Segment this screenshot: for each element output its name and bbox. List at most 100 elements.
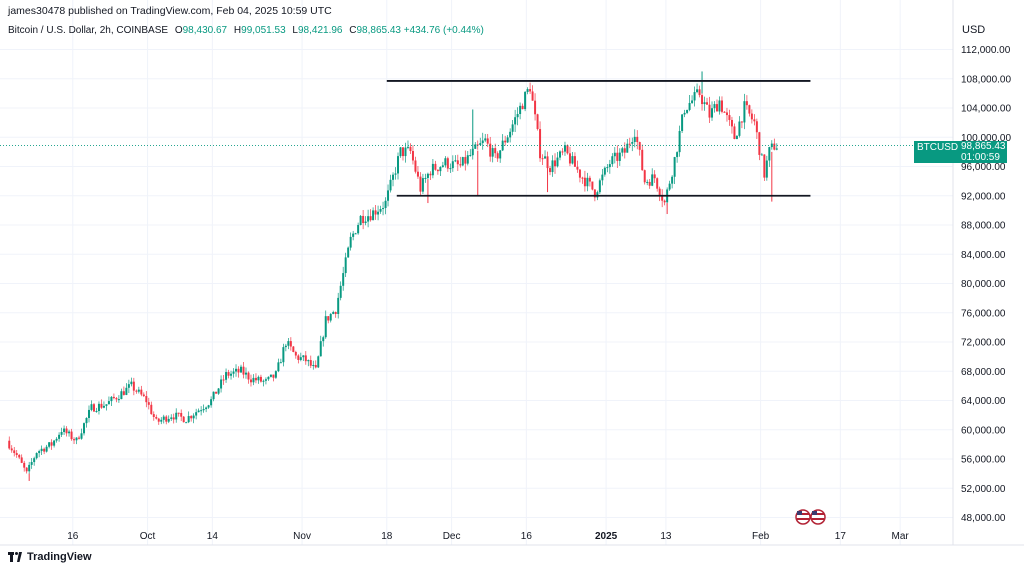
candle-body bbox=[210, 399, 213, 406]
candle-body bbox=[264, 379, 267, 381]
candle-body bbox=[50, 442, 53, 446]
candle-body bbox=[578, 169, 581, 178]
candle-body bbox=[33, 458, 36, 463]
candle-body bbox=[322, 337, 325, 342]
candle-body bbox=[60, 431, 63, 435]
candle-body bbox=[603, 167, 606, 175]
event-flags-icon[interactable] bbox=[795, 509, 826, 525]
x-tick-label: Feb bbox=[752, 531, 770, 542]
candle-body bbox=[626, 143, 629, 153]
candle-body bbox=[743, 101, 746, 123]
candle-body bbox=[566, 145, 569, 154]
candle-body bbox=[404, 147, 407, 157]
candle-body bbox=[342, 273, 345, 286]
candle-body bbox=[596, 192, 599, 198]
candle-body bbox=[406, 146, 409, 148]
price-axis[interactable]: 112,000.00 108,000.00 104,000.00 100,000.00… bbox=[952, 0, 1011, 545]
candle-body bbox=[190, 416, 193, 419]
candle-body bbox=[160, 419, 163, 422]
candle-body bbox=[332, 312, 335, 314]
candle-body bbox=[668, 183, 671, 190]
candle-body bbox=[237, 368, 240, 373]
candle-body bbox=[591, 181, 594, 190]
x-tick-label: Nov bbox=[293, 531, 311, 542]
candle-body bbox=[8, 440, 11, 449]
candle-body bbox=[768, 147, 771, 161]
close-key: C bbox=[349, 25, 357, 36]
candle-body bbox=[274, 371, 277, 378]
candle-body bbox=[110, 396, 113, 402]
range-lines bbox=[0, 80, 914, 197]
candle-body bbox=[304, 355, 307, 362]
candle-body bbox=[451, 161, 454, 169]
candle-body bbox=[568, 153, 571, 164]
time-axis[interactable]: 16 Oct 14 Nov 18 Dec 16 2025 13 Feb 17 Mar bbox=[0, 531, 1024, 546]
candle-body bbox=[703, 102, 706, 105]
candle-body bbox=[294, 352, 297, 356]
tradingview-footer[interactable]: TradingView bbox=[8, 551, 92, 563]
x-tick-label: 2025 bbox=[595, 531, 618, 542]
candle-body bbox=[691, 100, 694, 103]
candle-body bbox=[220, 379, 223, 389]
candle-body bbox=[748, 105, 751, 114]
candle-body bbox=[434, 163, 437, 170]
candle-body bbox=[302, 355, 305, 358]
candle-body bbox=[92, 404, 95, 412]
candle-body bbox=[459, 164, 462, 166]
candle-body bbox=[352, 233, 355, 237]
candle-body bbox=[170, 417, 173, 419]
candle-body bbox=[167, 418, 170, 422]
y-tick-label: 84,000.00 bbox=[961, 250, 1006, 261]
candle-body bbox=[436, 169, 439, 172]
candle-body bbox=[646, 181, 649, 183]
candle-body bbox=[272, 374, 275, 378]
candle-body bbox=[676, 152, 679, 158]
candle-body bbox=[593, 189, 596, 198]
candle-body bbox=[720, 100, 723, 112]
candle-body bbox=[357, 224, 360, 234]
candle-body bbox=[730, 119, 733, 127]
candle-body bbox=[713, 104, 716, 109]
y-tick-label: 68,000.00 bbox=[961, 367, 1006, 378]
candle-body bbox=[563, 145, 566, 152]
candle-body bbox=[618, 152, 621, 161]
candle-body bbox=[314, 364, 317, 368]
candle-body bbox=[90, 404, 93, 410]
candle-body bbox=[469, 155, 472, 157]
candle-body bbox=[554, 160, 557, 167]
candle-body bbox=[491, 148, 494, 157]
x-tick-label: Dec bbox=[443, 531, 461, 542]
candle-body bbox=[464, 157, 467, 164]
candle-body bbox=[551, 160, 554, 173]
candle-body bbox=[424, 177, 427, 179]
candle-body bbox=[35, 453, 38, 459]
candle-body bbox=[287, 341, 290, 346]
candle-body bbox=[182, 416, 185, 423]
candle-body bbox=[364, 221, 367, 224]
candle-body bbox=[230, 373, 233, 376]
symbol-description[interactable]: Bitcoin / U.S. Dollar, 2h, COINBASE bbox=[8, 25, 169, 36]
candle-body bbox=[476, 144, 479, 146]
x-tick-label: 18 bbox=[381, 531, 393, 542]
candle-body bbox=[292, 346, 295, 353]
candle-body bbox=[87, 409, 90, 418]
candle-body bbox=[200, 410, 203, 412]
y-tick-label: 48,000.00 bbox=[961, 513, 1006, 524]
candle-body bbox=[581, 177, 584, 179]
candle-body bbox=[760, 154, 763, 156]
candle-body bbox=[711, 108, 714, 118]
y-tick-label: 56,000.00 bbox=[961, 455, 1006, 466]
candle-body bbox=[758, 132, 761, 155]
candle-body bbox=[444, 158, 447, 166]
candle-body bbox=[15, 453, 18, 456]
currency-label[interactable]: USD bbox=[962, 24, 986, 36]
candle-body bbox=[205, 407, 208, 410]
candle-body bbox=[70, 431, 73, 440]
candle-body bbox=[598, 180, 601, 193]
candle-body bbox=[215, 391, 218, 394]
candle-body bbox=[454, 160, 457, 162]
candle-body bbox=[484, 138, 487, 141]
candle-body bbox=[481, 140, 484, 144]
candle-body bbox=[411, 151, 414, 161]
